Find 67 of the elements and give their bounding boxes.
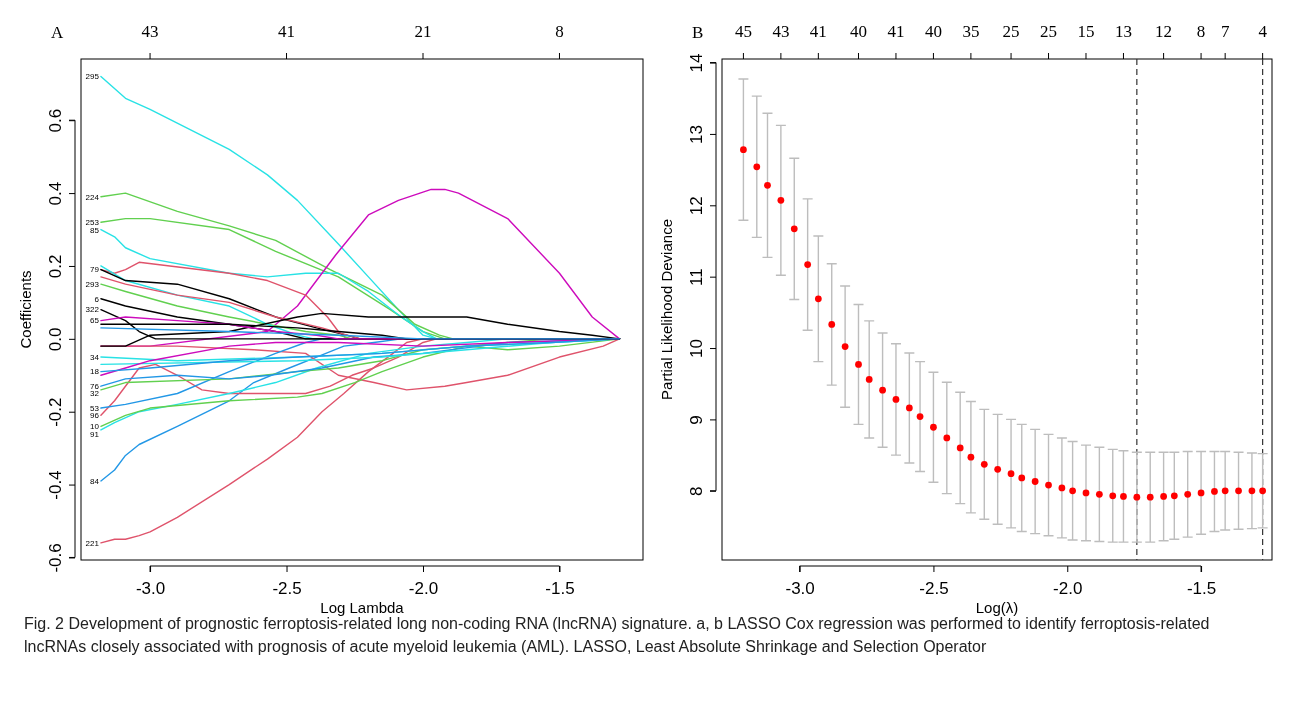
series-label: 34: [90, 352, 100, 362]
y-tick-label: 14: [687, 53, 706, 73]
y-tick-label: -0.2: [46, 397, 65, 427]
annotation: 21: [414, 22, 432, 41]
y-axis-title: Partial Likelihood Deviance: [658, 219, 675, 400]
series-label: 65: [90, 316, 100, 326]
series-label: 84: [90, 476, 100, 486]
y-tick-label: 0.2: [46, 254, 65, 279]
annotation: 7: [1220, 22, 1230, 41]
annotation: 8: [555, 22, 564, 41]
x-tick-label: -2.0: [408, 578, 439, 598]
series-label: 221: [85, 538, 100, 548]
annotation: 45: [734, 22, 752, 41]
series-label: 96: [90, 411, 100, 421]
series-label: 6: [94, 294, 100, 304]
series-label: 293: [85, 279, 100, 289]
series-label: 322: [85, 305, 100, 315]
annotation: 41: [887, 22, 905, 41]
y-tick-label: 0.4: [46, 181, 65, 206]
y-axis-title: Coefficients: [17, 270, 34, 349]
chart-title: B: [692, 23, 704, 42]
y-tick-label: 8: [687, 486, 706, 497]
series-label: 91: [90, 429, 100, 439]
x-tick-label: -1.5: [1186, 578, 1217, 598]
y-tick-label: 11: [687, 268, 706, 286]
y-tick-label: 0.0: [46, 327, 65, 352]
annotation: 35: [962, 22, 980, 41]
y-tick-label: -0.6: [46, 543, 65, 573]
series-label: 76: [90, 382, 100, 391]
series-label: 10: [90, 422, 100, 432]
annotation: 40: [924, 22, 942, 41]
y-tick-label: 9: [687, 415, 706, 425]
annotation: 40: [850, 22, 867, 41]
annotation: 43: [141, 22, 159, 41]
series-label: 53: [90, 403, 100, 413]
series-label: 79: [90, 265, 100, 275]
x-axis-title: Log Lambda: [320, 599, 405, 616]
annotation: 43: [772, 22, 790, 41]
annotation: 4: [1258, 22, 1268, 41]
x-tick-label: -3.0: [135, 578, 166, 598]
annotation: 41: [809, 22, 827, 41]
annotation: 25: [1040, 22, 1058, 41]
x-tick-label: -2.0: [1053, 578, 1083, 598]
annotation: 8: [1196, 22, 1206, 41]
series-label: 295: [85, 72, 100, 82]
x-tick-label: -2.5: [919, 578, 949, 598]
y-tick-label: -0.4: [46, 470, 65, 500]
annotation: 25: [1002, 22, 1020, 41]
annotation: 15: [1077, 22, 1095, 41]
series-label: 32: [90, 389, 100, 399]
y-tick-label: 0.6: [46, 108, 65, 133]
annotation: 13: [1114, 22, 1132, 41]
x-tick-label: -3.0: [785, 578, 815, 598]
x-tick-label: -1.5: [545, 578, 575, 598]
series-label: 18: [90, 367, 100, 377]
y-tick-label: 12: [687, 196, 706, 216]
x-tick-label: -2.5: [272, 578, 302, 598]
caption: Fig. 2 Development of prognostic ferroptosis-related long non-coding RNA (lncRNA) signature. a, b LASSO Cox regression was performed to identify ferroptosis-related lncRNAs closely associated with prognosis of acute myeloid leukemia (AML). LASSO, Least Absolute Shrinkage and Selection Operator: [24, 615, 1211, 657]
y-tick-label: 13: [687, 124, 706, 144]
annotation: 41: [278, 22, 296, 41]
series-label: 253: [85, 218, 100, 228]
x-axis-title: Log(λ): [975, 599, 1019, 616]
y-tick-label: 10: [687, 339, 706, 358]
series-label: 85: [90, 225, 100, 235]
annotation: 12: [1155, 22, 1173, 41]
series-label: 224: [85, 192, 100, 202]
chart-title: A: [51, 23, 64, 42]
